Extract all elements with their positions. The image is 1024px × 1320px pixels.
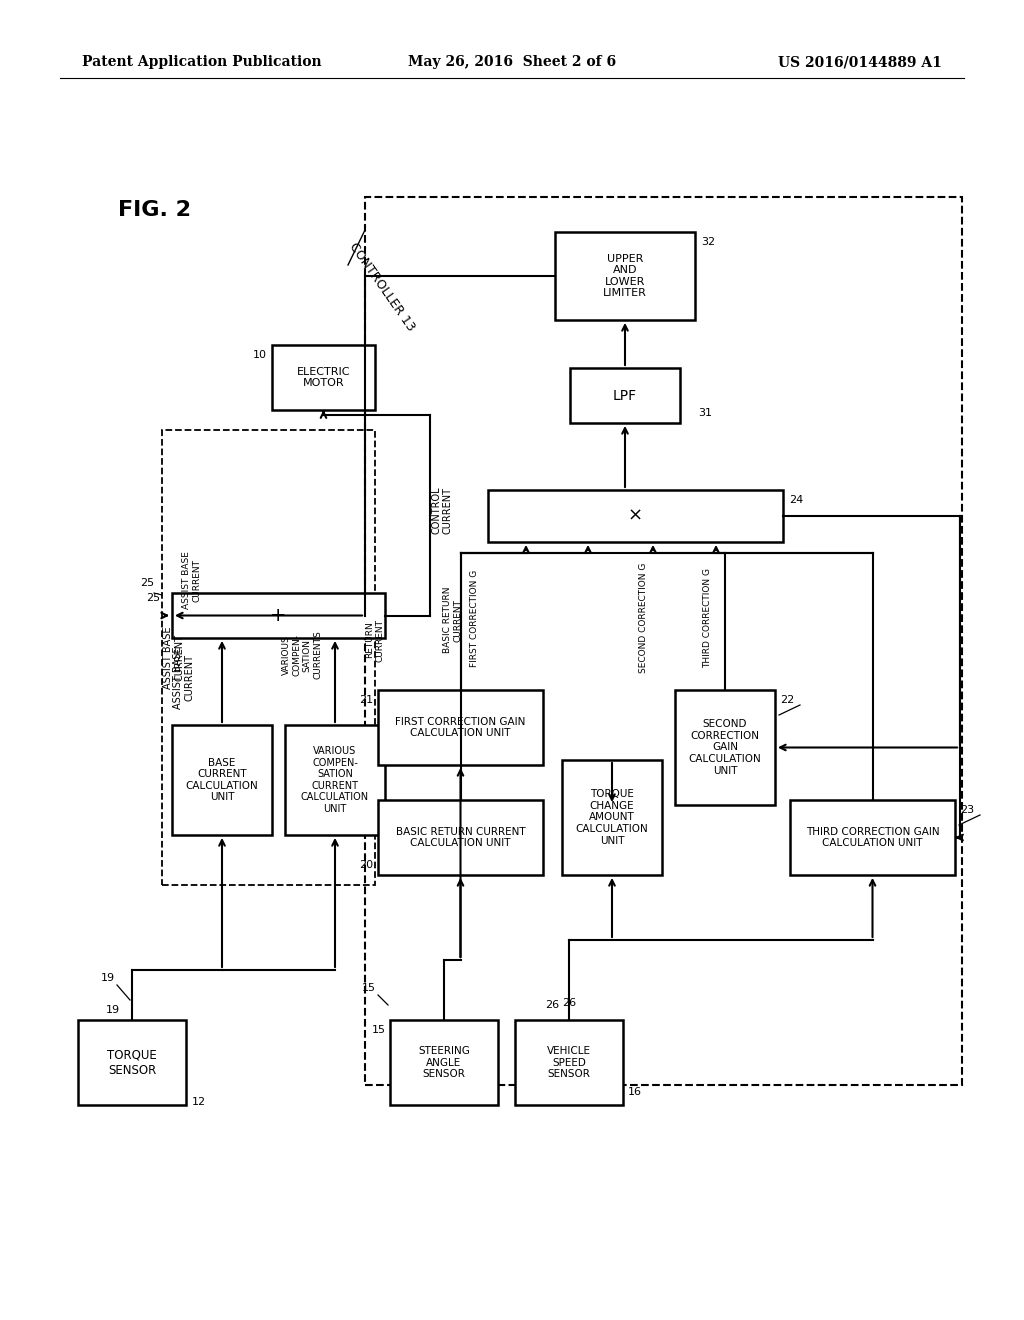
Bar xyxy=(172,725,272,836)
Text: THIRD CORRECTION GAIN
CALCULATION UNIT: THIRD CORRECTION GAIN CALCULATION UNIT xyxy=(806,826,939,849)
Text: FIG. 2: FIG. 2 xyxy=(118,201,191,220)
Bar xyxy=(488,490,783,543)
Text: CONTROL
CURRENT: CONTROL CURRENT xyxy=(431,486,453,533)
Text: STEERING
ANGLE
SENSOR: STEERING ANGLE SENSOR xyxy=(418,1045,470,1080)
Text: THIRD CORRECTION G: THIRD CORRECTION G xyxy=(703,568,713,668)
Bar xyxy=(78,1020,186,1105)
Bar xyxy=(570,368,680,422)
Bar xyxy=(285,725,385,836)
Text: 24: 24 xyxy=(790,495,803,506)
Text: UPPER
AND
LOWER
LIMITER: UPPER AND LOWER LIMITER xyxy=(603,253,647,298)
Text: 10: 10 xyxy=(253,350,267,360)
Bar xyxy=(378,800,543,875)
Text: BASIC RETURN
CURRENT: BASIC RETURN CURRENT xyxy=(442,587,462,653)
Text: 12: 12 xyxy=(193,1097,206,1107)
Text: VARIOUS
COMPEN-
SATION
CURRENTS: VARIOUS COMPEN- SATION CURRENTS xyxy=(282,631,323,680)
Bar xyxy=(555,232,695,319)
Text: 19: 19 xyxy=(101,973,115,983)
Text: 26: 26 xyxy=(562,998,577,1008)
Text: BASE
CURRENT
CALCULATION
UNIT: BASE CURRENT CALCULATION UNIT xyxy=(185,758,258,803)
Text: TORQUE
SENSOR: TORQUE SENSOR xyxy=(108,1048,157,1077)
Text: 21: 21 xyxy=(358,696,373,705)
Text: 31: 31 xyxy=(698,408,712,418)
Bar xyxy=(390,1020,498,1105)
Bar xyxy=(172,593,385,638)
Bar xyxy=(365,197,962,1085)
Text: 22: 22 xyxy=(780,696,795,705)
Text: ×: × xyxy=(628,507,643,525)
Text: +: + xyxy=(270,606,287,624)
Text: ASSIST BASE
CURRENT: ASSIST BASE CURRENT xyxy=(182,552,202,610)
Text: SECOND
CORRECTION
GAIN
CALCULATION
UNIT: SECOND CORRECTION GAIN CALCULATION UNIT xyxy=(688,719,762,776)
Text: 26: 26 xyxy=(545,1001,559,1010)
Text: 16: 16 xyxy=(628,1086,642,1097)
Text: 25: 25 xyxy=(145,593,160,603)
Bar xyxy=(790,800,955,875)
Text: CONTROLLER 13: CONTROLLER 13 xyxy=(347,240,418,333)
Text: 19: 19 xyxy=(105,1005,120,1015)
Text: FIRST CORRECTION GAIN
CALCULATION UNIT: FIRST CORRECTION GAIN CALCULATION UNIT xyxy=(395,717,525,738)
Text: FIRST CORRECTION G: FIRST CORRECTION G xyxy=(470,569,479,667)
Text: BASIC RETURN CURRENT
CALCULATION UNIT: BASIC RETURN CURRENT CALCULATION UNIT xyxy=(395,826,525,849)
Text: ASSIST BASE
CURRENT: ASSIST BASE CURRENT xyxy=(163,626,184,689)
Text: Patent Application Publication: Patent Application Publication xyxy=(82,55,322,69)
Text: ASSIST BASE
CURRENT: ASSIST BASE CURRENT xyxy=(173,647,195,709)
Text: ELECTRIC
MOTOR: ELECTRIC MOTOR xyxy=(297,367,350,388)
Bar xyxy=(162,430,375,884)
Text: VEHICLE
SPEED
SENSOR: VEHICLE SPEED SENSOR xyxy=(547,1045,591,1080)
Text: LPF: LPF xyxy=(613,388,637,403)
Text: 15: 15 xyxy=(372,1026,386,1035)
Text: May 26, 2016  Sheet 2 of 6: May 26, 2016 Sheet 2 of 6 xyxy=(408,55,616,69)
Bar xyxy=(562,760,662,875)
Text: 23: 23 xyxy=(961,805,974,814)
Bar xyxy=(378,690,543,766)
Bar xyxy=(515,1020,623,1105)
Bar xyxy=(675,690,775,805)
Text: TORQUE
CHANGE
AMOUNT
CALCULATION
UNIT: TORQUE CHANGE AMOUNT CALCULATION UNIT xyxy=(575,789,648,846)
Text: 15: 15 xyxy=(362,983,376,993)
Text: RETURN
CURRENT: RETURN CURRENT xyxy=(366,619,385,661)
Text: 32: 32 xyxy=(701,238,715,247)
Text: 20: 20 xyxy=(358,861,373,870)
Bar xyxy=(272,345,375,411)
Text: US 2016/0144889 A1: US 2016/0144889 A1 xyxy=(778,55,942,69)
Text: 25: 25 xyxy=(140,578,154,587)
Text: SECOND CORRECTION G: SECOND CORRECTION G xyxy=(639,562,647,673)
Text: VARIOUS
COMPEN-
SATION
CURRENT
CALCULATION
UNIT: VARIOUS COMPEN- SATION CURRENT CALCULATI… xyxy=(301,746,369,814)
